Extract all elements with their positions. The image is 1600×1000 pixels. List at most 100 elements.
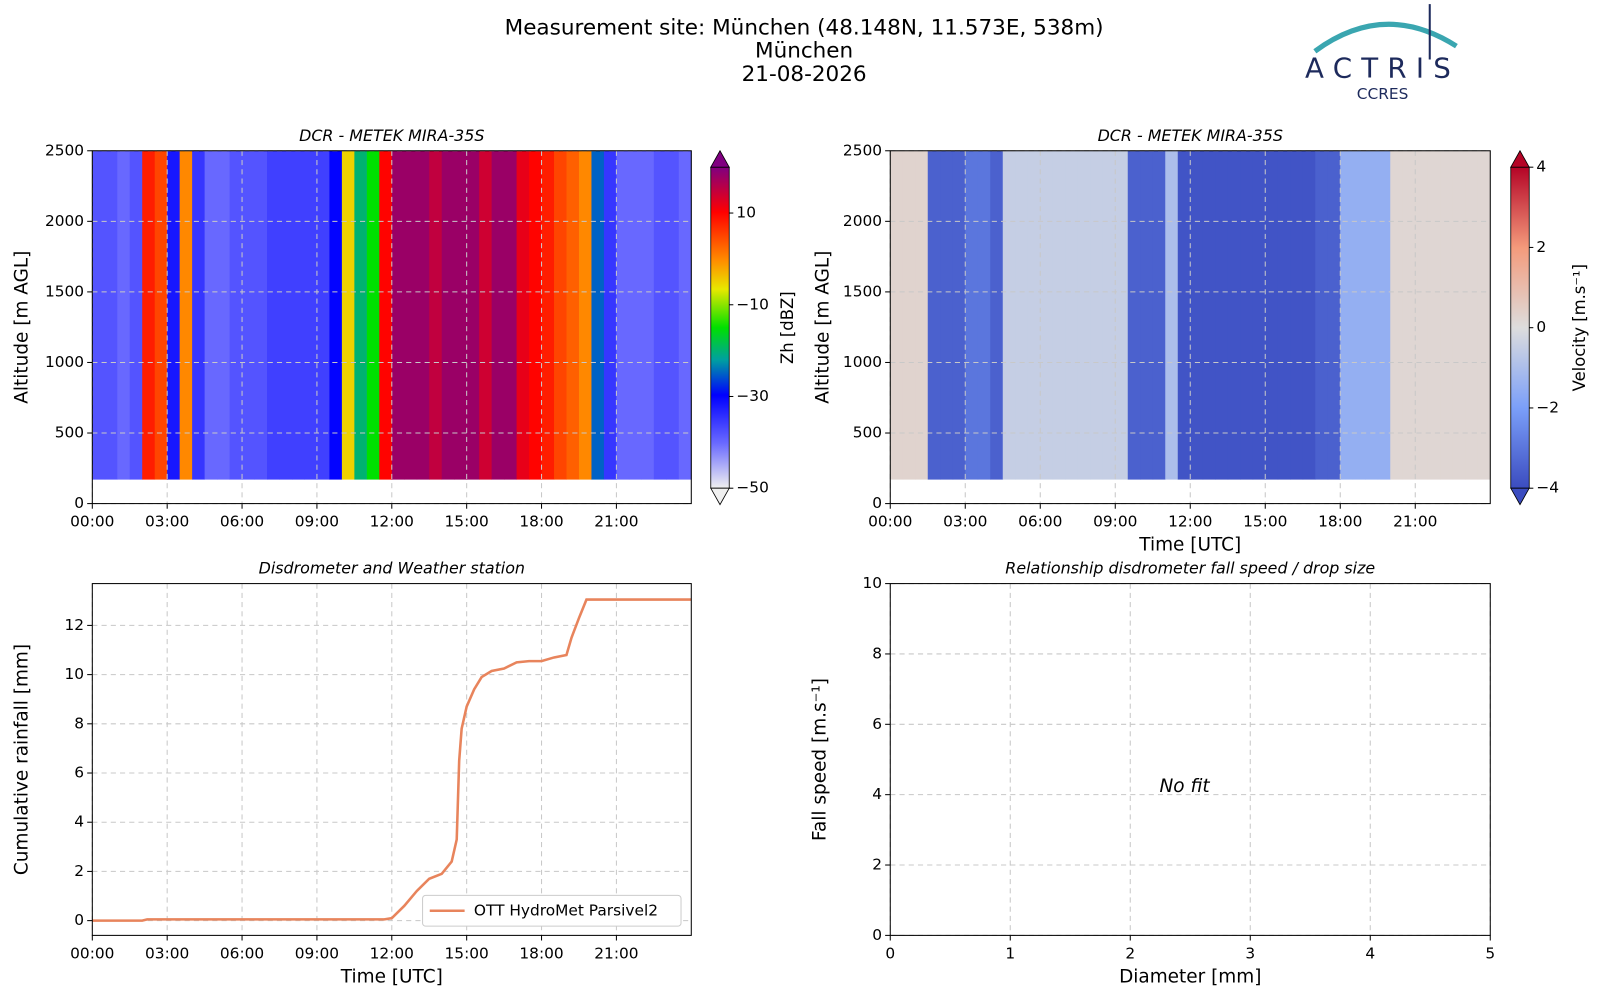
heatmap-cell: [267, 150, 280, 480]
axes-frame: [91, 150, 692, 505]
y-tick-label: 1500: [843, 282, 882, 300]
x-tick-label: 15:00: [445, 944, 489, 962]
plot-area: [890, 583, 1491, 936]
x-tick-label: 09:00: [1093, 513, 1137, 531]
heatmap-cell: [441, 150, 455, 480]
heatmap-cell: [1377, 150, 1391, 480]
heatmap-cell: [890, 150, 904, 480]
y-tick-label: 10: [862, 574, 882, 592]
x-axis-label: Time [UTC]: [1138, 535, 1241, 556]
colorbar-extend: [710, 149, 730, 168]
x-tick-label: 12:00: [370, 513, 414, 531]
heatmap-cell: [1090, 150, 1104, 480]
y-tick-label: 4: [74, 813, 84, 831]
logo-arc: [1313, 21, 1458, 54]
colorbar-extend: [1510, 487, 1530, 506]
y-tick-label: 6: [872, 715, 882, 733]
heatmap-cell: [291, 150, 305, 480]
colorbar: [1510, 166, 1530, 489]
heatmap-cell: [1415, 150, 1429, 480]
x-tick-label: 06:00: [220, 513, 264, 531]
y-axis-label: Cumulative rainfall [mm]: [12, 644, 33, 875]
y-tick-label: 0: [872, 494, 882, 512]
heatmap-cell: [641, 150, 655, 480]
heatmap-cell: [541, 150, 555, 480]
colorbar-tick-label: −4: [1536, 479, 1559, 497]
heatmap-cell: [92, 150, 106, 480]
colorbar: [710, 166, 730, 489]
x-tick-label: 00:00: [70, 944, 114, 962]
x-tick-label: 06:00: [1018, 513, 1062, 531]
panel-title: Relationship disdrometer fall speed / dr…: [1005, 559, 1375, 578]
x-tick-label: 18:00: [519, 513, 563, 531]
x-tick-label: 00:00: [70, 513, 114, 531]
heatmap-cell: [591, 150, 605, 480]
heatmap-cell: [229, 150, 243, 480]
heatmap-cell: [616, 150, 630, 480]
heatmap-cell: [1140, 150, 1154, 480]
heatmap-cell: [1202, 150, 1216, 480]
y-tick-label: 2500: [843, 141, 882, 159]
panel-title: Disdrometer and Weather station: [259, 559, 525, 578]
y-tick-label: 2500: [45, 141, 84, 159]
x-tick-label: 1: [1005, 944, 1015, 962]
colorbar-tick-label: −10: [736, 295, 768, 313]
legend-label: OTT HydroMet Parsivel2: [474, 901, 658, 919]
heatmap-cell: [940, 150, 954, 480]
heatmap-cell: [429, 150, 443, 480]
heatmap-cell: [329, 150, 343, 480]
heatmap-cell: [1290, 150, 1304, 480]
colorbar-label: Velocity [m.s⁻¹]: [1570, 264, 1589, 391]
heatmap-cell: [603, 150, 617, 480]
heatmap-cell: [1427, 150, 1441, 480]
heatmap-cell: [304, 150, 318, 480]
heatmap-cell: [104, 150, 118, 480]
heatmap-cell: [1065, 150, 1079, 480]
heatmap-cell: [516, 150, 530, 480]
x-tick-label: 12:00: [370, 944, 414, 962]
heatmap-cell: [529, 150, 542, 480]
y-tick-label: 2000: [843, 212, 882, 230]
x-tick-label: 03:00: [943, 513, 987, 531]
y-tick-label: 0: [74, 911, 84, 929]
heatmap-cell: [628, 150, 642, 480]
x-tick-label: 2: [1125, 944, 1135, 962]
logo: ACTRIS CCRES: [1305, 4, 1458, 103]
x-tick-label: 03:00: [145, 944, 189, 962]
x-tick-label: 3: [1245, 944, 1255, 962]
x-tick-label: 4: [1365, 944, 1375, 962]
colorbar-tick-label: 2: [1536, 238, 1546, 256]
heatmap-cell: [354, 150, 368, 480]
heatmap-cell: [1352, 150, 1366, 480]
heatmap-cell: [902, 150, 916, 480]
heatmap-cell: [1402, 150, 1416, 480]
x-tick-label: 18:00: [1318, 513, 1362, 531]
y-tick-label: 1000: [45, 353, 84, 371]
y-tick-label: 8: [872, 644, 882, 662]
heatmap-cell: [1152, 150, 1166, 480]
x-tick-label: 21:00: [594, 944, 638, 962]
heatmap-cell: [1002, 150, 1016, 480]
heatmap-cell: [554, 150, 567, 480]
heatmap-cell: [479, 150, 493, 480]
y-tick-label: 500: [853, 424, 882, 442]
heatmap-cell: [1452, 150, 1466, 480]
heatmap-cell: [1115, 150, 1129, 480]
x-tick-label: 09:00: [295, 944, 339, 962]
panel-title: DCR - METEK MIRA-35S: [299, 126, 484, 145]
colorbar-extend: [710, 487, 730, 506]
heatmap-cell: [204, 150, 218, 480]
heatmap-cell: [416, 150, 430, 480]
heatmap-cell: [117, 150, 131, 480]
heatmap-cell: [1127, 150, 1141, 480]
line-series: [92, 598, 692, 922]
heatmap-cell: [1440, 150, 1454, 480]
heatmap-cell: [1252, 150, 1266, 480]
y-tick-label: 0: [872, 926, 882, 944]
heatmap-cell: [1465, 150, 1479, 480]
x-tick-label: 00:00: [868, 513, 912, 531]
heatmap-cell: [179, 150, 193, 480]
heatmap-cell: [1077, 150, 1091, 480]
header-title: Measurement site: München (48.148N, 11.5…: [505, 16, 1104, 41]
